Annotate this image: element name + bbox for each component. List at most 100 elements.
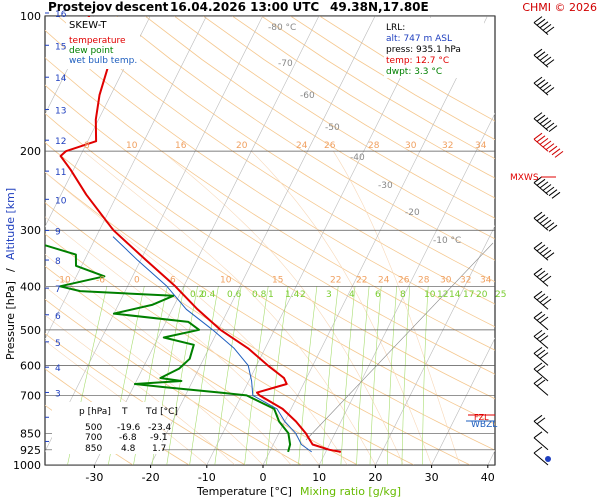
theta-label-400: 32 bbox=[460, 275, 471, 285]
wind-barb-flag bbox=[539, 316, 549, 324]
wind-barb-staff bbox=[533, 437, 549, 451]
marker-fzl: FZL bbox=[474, 413, 489, 422]
isotherm-line bbox=[45, 16, 151, 228]
marker-wbzl: WBZL bbox=[471, 420, 497, 430]
grid-layer bbox=[45, 16, 495, 465]
y-tick-label: 300 bbox=[20, 224, 41, 237]
isotherm-label: -40 bbox=[350, 153, 365, 163]
wind-barb-flag bbox=[554, 150, 564, 158]
wind-barb bbox=[533, 16, 555, 35]
wind-barb-flag bbox=[539, 117, 549, 125]
mixing-ratio-label: 1.4 bbox=[285, 290, 300, 300]
wind-barb-flag bbox=[536, 114, 546, 122]
wind-barb-flag bbox=[533, 211, 543, 219]
y-tick-label: 600 bbox=[20, 359, 41, 372]
table-row-500-p: 500 bbox=[85, 423, 102, 433]
wind-barb bbox=[533, 241, 555, 261]
altitude-tick-label: 13 bbox=[55, 106, 66, 116]
theta-label-400: 6 bbox=[170, 275, 176, 285]
theta-label-400: 30 bbox=[440, 275, 452, 285]
dry-adiabat-line bbox=[115, 16, 495, 261]
mixing-ratio-label: 4 bbox=[349, 290, 355, 300]
wind-barb-flag bbox=[533, 76, 543, 84]
isotherm-label: -20 bbox=[405, 208, 420, 218]
surface-wind-marker bbox=[545, 456, 551, 462]
wind-barb bbox=[533, 376, 549, 396]
wind-barb bbox=[533, 290, 552, 310]
wind-barb-flag bbox=[551, 191, 561, 199]
dry-adiabat-line bbox=[144, 16, 495, 240]
altitude-tick-label: 9 bbox=[55, 227, 61, 237]
lrl-dwpt: dwpt: 3.3 °C bbox=[386, 67, 442, 77]
wind-barb-flag bbox=[536, 270, 546, 278]
wind-barb-flag bbox=[536, 79, 546, 87]
mixing-ratio-label: 14 bbox=[449, 290, 461, 300]
wind-barb bbox=[533, 446, 549, 466]
wind-barb-flag bbox=[539, 216, 549, 224]
altitude-tick-label: 8 bbox=[55, 257, 61, 267]
altitude-tick-label: 7 bbox=[55, 285, 61, 295]
altitude-tick-label: 14 bbox=[55, 74, 67, 84]
wind-barb-flag bbox=[533, 431, 543, 439]
wind-barb-flag bbox=[545, 26, 555, 34]
isotherm-line bbox=[45, 16, 207, 340]
wind-barb-flag bbox=[545, 222, 555, 229]
wind-barb-flag bbox=[536, 379, 546, 387]
wind-barb-flag bbox=[539, 53, 549, 61]
header-credit: CHMI © 2026 bbox=[522, 1, 597, 14]
wind-barbs bbox=[533, 16, 564, 466]
theta-label-200: 32 bbox=[442, 141, 453, 151]
wind-barb-flag bbox=[533, 48, 543, 56]
wind-barb-flag bbox=[533, 176, 543, 184]
wind-barb-flag bbox=[533, 241, 543, 249]
legend-item-temperature: temperature bbox=[69, 36, 126, 46]
isotherm-line bbox=[375, 225, 495, 465]
wind-barb-flag bbox=[536, 18, 546, 26]
wind-barb-flag bbox=[542, 219, 552, 227]
y-tick-label: 500 bbox=[20, 324, 41, 337]
header-mode: descent bbox=[115, 0, 169, 14]
theta-label-400: 10 bbox=[220, 275, 232, 285]
dry-adiabat-line bbox=[202, 16, 495, 199]
table-row-700-td: -9.1 bbox=[150, 433, 168, 443]
lrl-title: LRL: bbox=[386, 23, 405, 33]
wind-barb-flag bbox=[542, 56, 552, 64]
y-tick-label: 1000 bbox=[13, 459, 41, 472]
wind-barb-flag bbox=[545, 87, 555, 94]
header-datetime: 16.04.2026 13:00 UTC bbox=[170, 0, 319, 14]
wind-barb-flag bbox=[536, 293, 546, 301]
wind-barb-flag bbox=[542, 184, 552, 191]
x-axis-label: Temperature [°C] bbox=[196, 485, 292, 498]
dry-adiabat-line bbox=[45, 84, 495, 375]
mixing-ratio-label: 8 bbox=[400, 290, 406, 300]
wind-barb bbox=[533, 48, 555, 68]
mixing-ratio-label: 2 bbox=[300, 290, 306, 300]
wind-barb-flag bbox=[545, 59, 555, 66]
wind-barb-flag bbox=[545, 252, 555, 260]
lrl-box bbox=[384, 18, 484, 78]
legend-item-dewpoint: dew point bbox=[69, 46, 114, 56]
plot-area bbox=[44, 15, 496, 466]
x-tick-label: 10 bbox=[312, 471, 326, 484]
wind-barb-staff bbox=[533, 317, 549, 331]
wind-barb-flag bbox=[545, 122, 555, 130]
wind-barb-staff bbox=[533, 452, 549, 466]
mixing-ratio-label: 20 bbox=[476, 290, 488, 300]
y-axis-label-pressure: Pressure [hPa] bbox=[4, 281, 17, 360]
y-tick-label: 700 bbox=[20, 389, 41, 402]
isotherm-line bbox=[45, 16, 263, 453]
altitude-tick-label: 3 bbox=[55, 389, 61, 399]
dry-adiabat-line bbox=[173, 16, 495, 219]
wind-barb bbox=[533, 346, 549, 366]
x-tick-label: -30 bbox=[85, 471, 103, 484]
wind-barb-flag bbox=[545, 186, 555, 194]
profile-dew-point bbox=[45, 244, 292, 453]
y-tick-label: 200 bbox=[20, 145, 41, 158]
wind-barb-flag bbox=[533, 329, 543, 337]
theta-label-400: 22 bbox=[356, 275, 367, 285]
wind-barb-flag bbox=[548, 125, 558, 133]
profile-temperature bbox=[59, 16, 342, 453]
wind-barb-staff bbox=[533, 368, 549, 382]
x-tick-label: 40 bbox=[481, 471, 495, 484]
